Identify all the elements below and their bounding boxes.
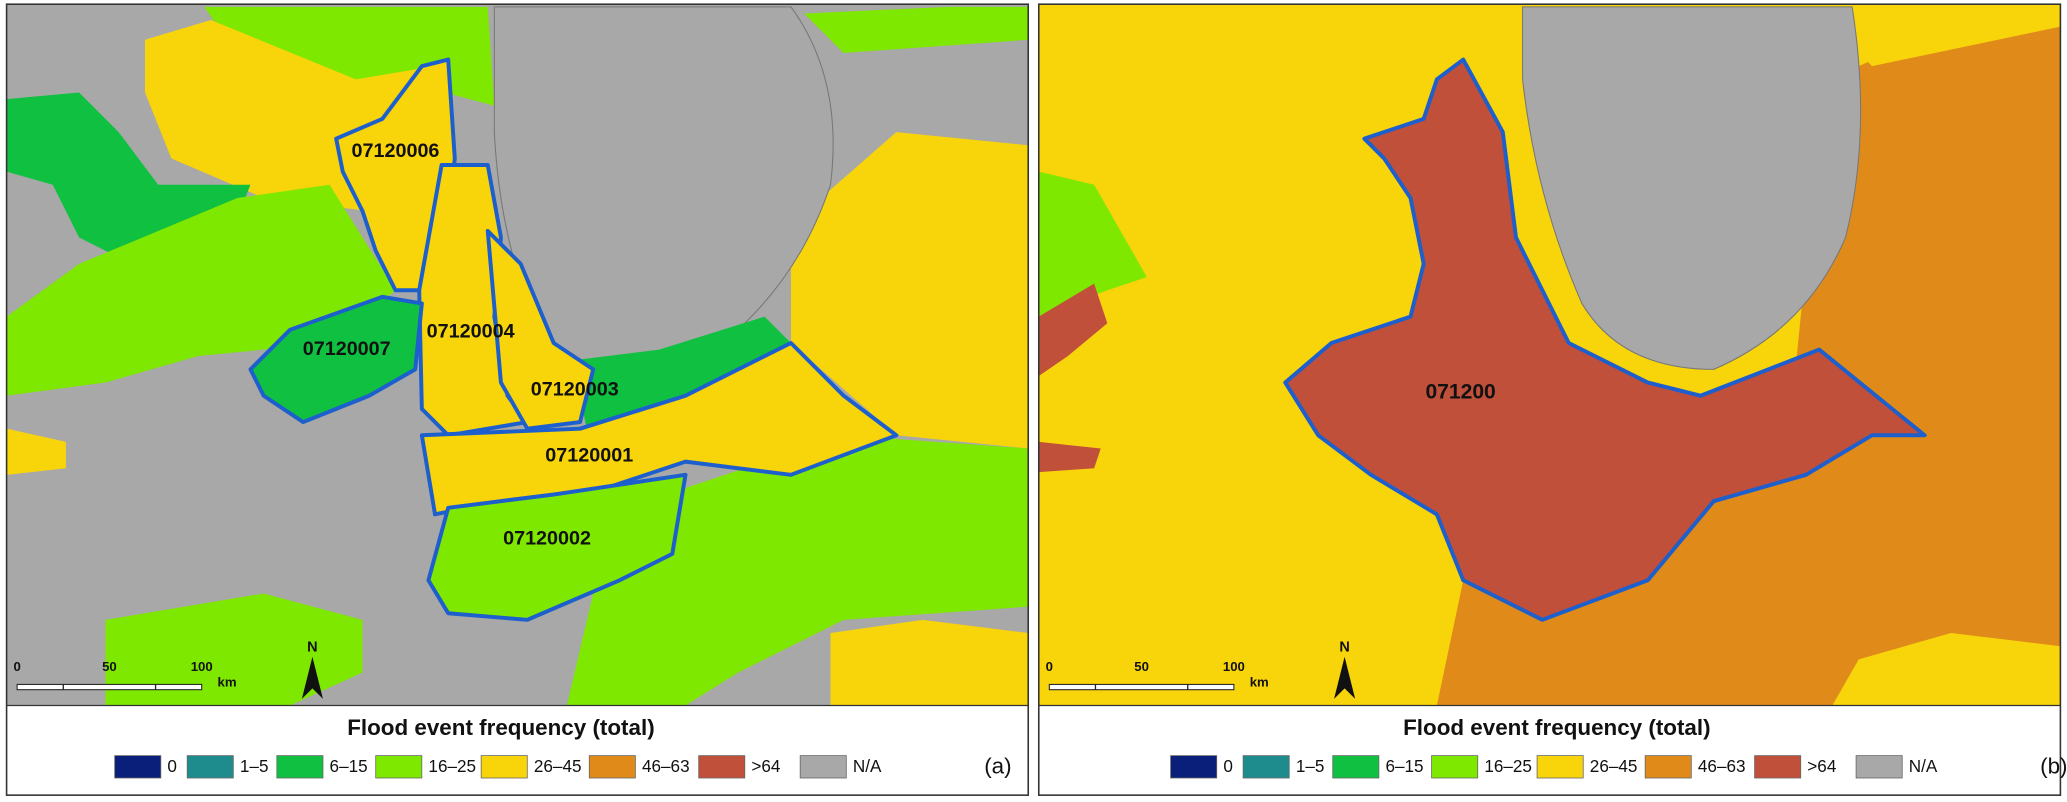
legend-label: 0 — [167, 756, 177, 776]
scale-bar — [1048, 683, 1235, 691]
legend-label: 26–45 — [1590, 756, 1638, 776]
north-arrow — [301, 656, 323, 699]
legend-swatch — [799, 755, 847, 779]
legend-title: Flood event frequency (total) — [347, 715, 654, 740]
panel-tag: (b) — [2040, 753, 2067, 778]
basin-label: 07120001 — [545, 445, 633, 467]
legend-label: 46–63 — [642, 756, 690, 776]
legend-label: 16–25 — [428, 756, 476, 776]
scale-unit: km — [218, 675, 237, 690]
basin-label: 07120002 — [503, 528, 591, 550]
scale-label: 0 — [13, 659, 20, 674]
panel-frame — [1037, 3, 2062, 796]
legend-swatch — [1536, 755, 1584, 779]
north-arrow — [1334, 656, 1356, 699]
legend-swatch — [1644, 755, 1692, 779]
panel-frame — [5, 3, 1030, 796]
legend-swatch — [114, 755, 162, 779]
legend-label: 6–15 — [1385, 756, 1423, 776]
basin-label: 07120006 — [351, 140, 439, 162]
legend-swatch — [588, 755, 636, 779]
legend-label: 46–63 — [1698, 756, 1746, 776]
scale-bar — [16, 683, 203, 691]
basin-label: 07120007 — [303, 338, 391, 360]
legend-swatch — [480, 755, 528, 779]
legend-swatch — [1431, 755, 1479, 779]
legend-swatch — [1242, 755, 1290, 779]
north-label: N — [307, 639, 317, 655]
scale-label: 0 — [1046, 659, 1053, 674]
scale-label: 100 — [191, 659, 213, 674]
legend-swatch — [1754, 755, 1802, 779]
basin-label: 07120004 — [427, 321, 515, 343]
legend-swatch — [375, 755, 423, 779]
scale-unit: km — [1250, 675, 1269, 690]
scale-label: 50 — [1134, 659, 1149, 674]
map-a: 07120006 07120004 07120007 07120003 0712… — [6, 4, 1029, 706]
legend-swatch — [1170, 755, 1218, 779]
legend-swatch — [1855, 755, 1903, 779]
legend-swatch — [1332, 755, 1380, 779]
legend-label: 26–45 — [534, 756, 582, 776]
legend-label: N/A — [853, 756, 882, 776]
legend-label: >64 — [1807, 756, 1837, 776]
basin-label: 07120003 — [531, 379, 619, 401]
legend-swatch — [276, 755, 324, 779]
legend-label: 16–25 — [1484, 756, 1532, 776]
legend-title: Flood event frequency (total) — [1403, 715, 1710, 740]
legend-label: >64 — [751, 756, 781, 776]
legend-label: N/A — [1909, 756, 1938, 776]
north-label: N — [1339, 639, 1349, 655]
legend-label: 1–5 — [240, 756, 269, 776]
map-b: 071200 — [1038, 4, 2061, 706]
legend-swatch — [186, 755, 234, 779]
basin-label: 071200 — [1425, 381, 1495, 404]
panel-tag: (a) — [984, 753, 1011, 778]
scale-label: 100 — [1223, 659, 1245, 674]
scale-label: 50 — [102, 659, 117, 674]
legend-label: 1–5 — [1296, 756, 1325, 776]
legend-label: 6–15 — [330, 756, 368, 776]
legend-swatch — [698, 755, 746, 779]
legend-label: 0 — [1223, 756, 1233, 776]
